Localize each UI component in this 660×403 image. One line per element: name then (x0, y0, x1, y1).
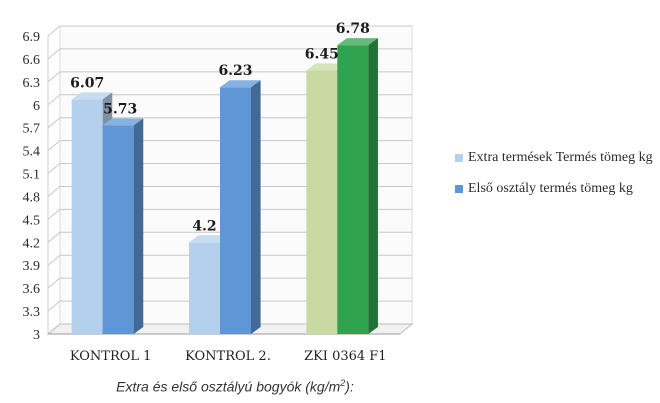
y-tick-label: 3 (33, 328, 40, 343)
y-tick-label: 6.6 (23, 53, 41, 68)
legend-item-first: Első osztály termés tömeg kg (455, 179, 655, 198)
gridline (47, 254, 412, 266)
bar-side (368, 38, 378, 335)
gridline (47, 277, 412, 289)
data-labels: 6.07 5.73 4.2 6.23 6.45 6.78 (70, 21, 370, 234)
bar-top (71, 92, 113, 100)
bar-top (337, 38, 378, 46)
bar-front (337, 45, 369, 335)
y-tick-label: 6.9 (23, 30, 41, 45)
bar (337, 38, 378, 335)
category-label: KONTROL 2. (185, 349, 271, 364)
bar-front (220, 87, 251, 334)
y-tick-label: 4.2 (23, 236, 41, 251)
y-tick-label: 6.3 (23, 76, 41, 91)
y-tick-label: 6 (33, 99, 40, 114)
gridline (47, 185, 412, 197)
gridline (47, 140, 412, 151)
gridline (47, 48, 412, 60)
bar (220, 80, 261, 334)
bar-top (306, 63, 347, 71)
y-tick-label: 4.8 (23, 190, 41, 205)
bar-top (102, 118, 144, 126)
bar-top (220, 80, 261, 88)
caption-superscript: 2 (340, 378, 346, 388)
gridline (47, 117, 412, 129)
category-labels: KONTROL 1 KONTROL 2. ZKI 0364 F1 (70, 349, 387, 364)
legend-swatch-first (455, 185, 463, 193)
bar (102, 118, 144, 335)
y-tick-label: 5.4 (23, 145, 41, 160)
gridline (47, 163, 412, 174)
y-axis-tick-labels: 3 3.3 3.6 3.9 4.2 4.5 4.8 5.1 5.4 5.7 6 6.3 6.6 6.9 (23, 30, 41, 343)
data-label: 4.2 (192, 218, 216, 234)
gridline (47, 25, 412, 37)
bar-side (133, 118, 144, 335)
gridline (47, 94, 412, 106)
chart-caption: Extra és első osztályú bogyók (kg/m2): (0, 378, 470, 395)
bar-front (306, 70, 338, 334)
bar-series (71, 38, 378, 335)
legend-label-first: Első osztály termés tömeg kg (468, 181, 633, 196)
y-tick-label: 3.3 (23, 305, 41, 320)
caption-suffix: ): (345, 378, 354, 395)
gridline (47, 231, 412, 243)
gridline (47, 300, 412, 312)
data-label: 6.78 (336, 21, 370, 37)
data-label: 6.07 (70, 75, 104, 91)
gridline (47, 71, 412, 83)
caption-text: Extra és első osztályú bogyók (kg/m (116, 378, 341, 395)
bar-front (189, 242, 220, 334)
bar-top (189, 235, 230, 243)
y-tick-label: 3.6 (23, 282, 41, 297)
y-tick-label: 5.1 (23, 168, 41, 183)
y-tick-label: 4.5 (23, 213, 41, 228)
gridline (47, 208, 412, 220)
y-tick-label: 3.9 (23, 259, 41, 274)
legend-swatch-extra (455, 154, 463, 162)
bar-front (71, 99, 103, 335)
data-label: 6.45 (305, 46, 339, 62)
category-label: ZKI 0364 F1 (304, 349, 387, 364)
data-label: 6.23 (218, 63, 252, 79)
legend-label-extra: Extra termések Termés tömeg kg (468, 150, 653, 165)
legend-item-extra: Extra termések Termés tömeg kg (455, 148, 655, 167)
y-tick-label: 5.7 (23, 122, 41, 137)
bar-side (251, 80, 261, 334)
legend: Extra termések Termés tömeg kg Első oszt… (455, 148, 655, 210)
bar-front (102, 125, 134, 335)
category-label: KONTROL 1 (70, 349, 152, 364)
data-label: 5.73 (103, 101, 137, 117)
